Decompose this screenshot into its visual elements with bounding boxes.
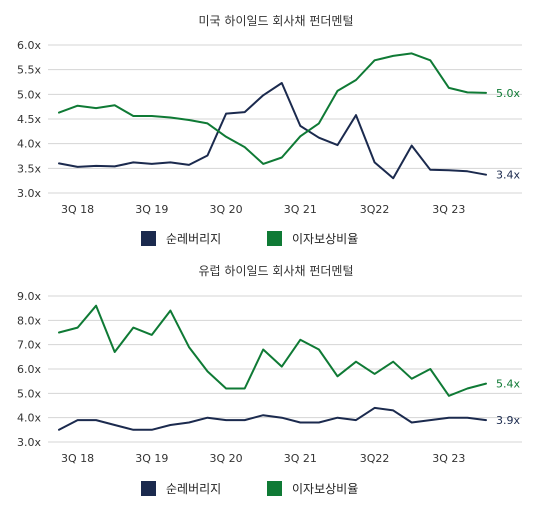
interest-coverage-line-us (58, 52, 487, 165)
y-tick-label: 6.0x (17, 39, 41, 52)
y-tick-label: 5.5x (17, 64, 41, 77)
net-leverage-end-label-us: 3.4x (496, 169, 520, 182)
europe-high-yield-panel: 유럽 하이일드 회사채 펀더멘털 9.0x 8.0x 7.0x 6.0x 5.0x 4.0… (17, 264, 522, 496)
x-tick-label: 3Q 20 (210, 452, 243, 465)
y-tick-label: 5.0x (17, 88, 41, 101)
us-high-yield-panel: 미국 하이일드 회사채 펀더멘털 6.0x 5.5x 5.0x 4.5x 4.0x 3.5… (17, 14, 522, 246)
legend-label-interest-coverage: 이자보상비율 (292, 232, 358, 246)
end-labels-us: 3.4x 5.0x (496, 87, 520, 182)
chart-title-us: 미국 하이일드 회사채 펀더멘털 (199, 14, 354, 28)
series-lines-us (58, 52, 487, 180)
x-tick-label: 3Q 19 (135, 452, 168, 465)
legend-us: 순레버리지 이자보상비율 (141, 231, 358, 246)
legend-label-net-leverage: 순레버리지 (166, 232, 221, 246)
x-axis-europe: 3Q 18 3Q 19 3Q 20 3Q 21 3Q22 3Q 23 (61, 452, 465, 465)
net-leverage-line-europe (58, 406, 487, 431)
legend-swatch-net-leverage (141, 231, 156, 246)
legend-swatch-net-leverage (141, 481, 156, 496)
x-axis-us: 3Q 18 3Q 19 3Q 20 3Q 21 3Q22 3Q 23 (61, 203, 465, 216)
end-labels-europe: 3.9x 5.4x (496, 378, 520, 428)
y-tick-label: 5.0x (17, 387, 41, 400)
y-axis-europe: 9.0x 8.0x 7.0x 6.0x 5.0x 4.0x 3.0x (17, 290, 41, 449)
x-tick-label: 3Q 21 (284, 452, 317, 465)
y-tick-label: 3.0x (17, 187, 41, 200)
x-tick-label: 3Q22 (360, 203, 390, 216)
interest-coverage-line-europe (58, 304, 487, 397)
x-tick-label: 3Q 18 (61, 452, 94, 465)
x-tick-label: 3Q 23 (432, 452, 465, 465)
x-tick-label: 3Q22 (360, 452, 390, 465)
x-tick-label: 3Q 23 (432, 203, 465, 216)
y-tick-label: 3.0x (17, 436, 41, 449)
legend-swatch-interest-coverage (267, 481, 282, 496)
grid-us (48, 44, 522, 194)
chart-title-europe: 유럽 하이일드 회사채 펀더멘털 (199, 264, 354, 278)
series-lines-europe (58, 304, 487, 431)
legend-label-interest-coverage: 이자보상비율 (292, 482, 358, 496)
legend-europe: 순레버리지 이자보상비율 (141, 481, 358, 496)
y-tick-label: 7.0x (17, 339, 41, 352)
y-tick-label: 4.5x (17, 113, 41, 126)
y-tick-label: 9.0x (17, 290, 41, 303)
y-tick-label: 4.0x (17, 138, 41, 151)
y-axis-us: 6.0x 5.5x 5.0x 4.5x 4.0x 3.5x 3.0x (17, 39, 41, 200)
x-tick-label: 3Q 18 (61, 203, 94, 216)
legend-label-net-leverage: 순레버리지 (166, 482, 221, 496)
y-tick-label: 8.0x (17, 314, 41, 327)
y-tick-label: 4.0x (17, 412, 41, 425)
grid-europe (48, 295, 522, 443)
interest-coverage-end-label-us: 5.0x (496, 87, 520, 100)
x-tick-label: 3Q 19 (135, 203, 168, 216)
x-tick-label: 3Q 20 (210, 203, 243, 216)
interest-coverage-end-label-europe: 5.4x (496, 378, 520, 391)
y-tick-label: 3.5x (17, 162, 41, 175)
net-leverage-line-us (58, 82, 487, 180)
legend-swatch-interest-coverage (267, 231, 282, 246)
x-tick-label: 3Q 21 (284, 203, 317, 216)
net-leverage-end-label-europe: 3.9x (496, 414, 520, 427)
y-tick-label: 6.0x (17, 363, 41, 376)
